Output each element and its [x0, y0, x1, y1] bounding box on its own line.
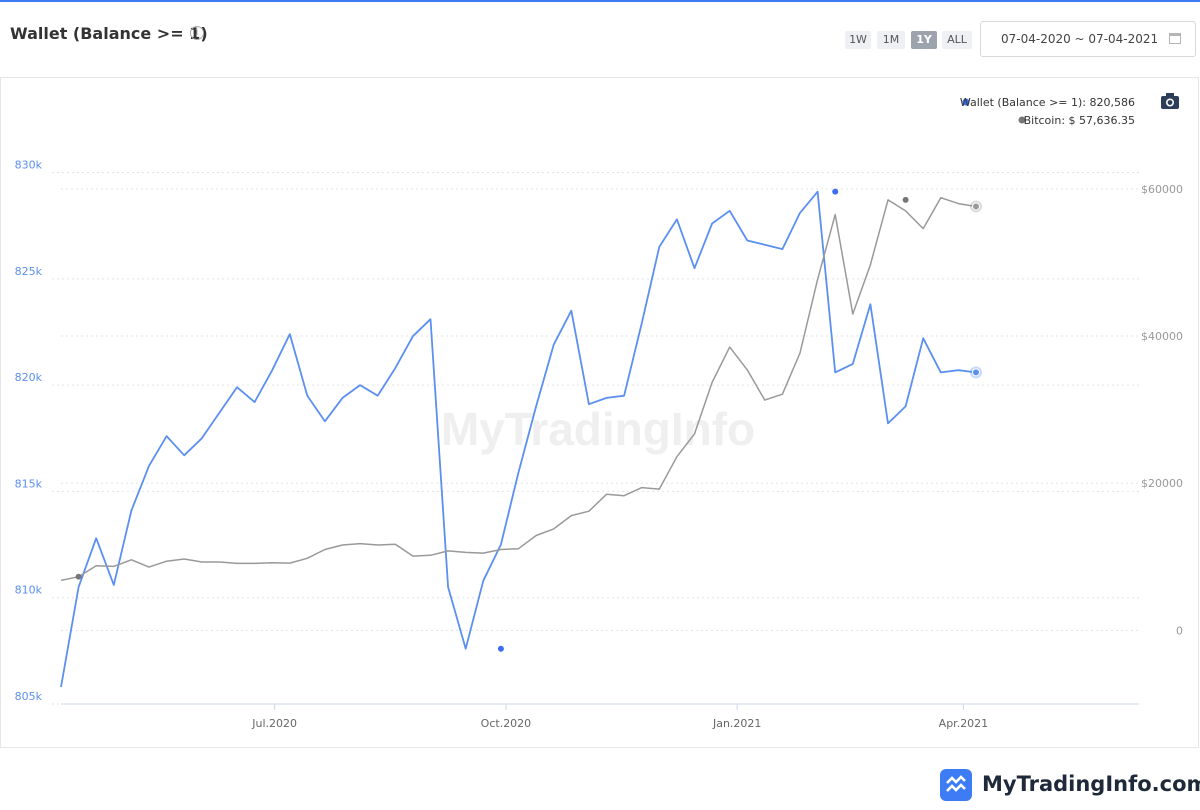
date-range-text: 07-04-2020 ~ 07-04-2021: [1001, 32, 1159, 46]
calendar-icon: [1169, 33, 1181, 44]
page-title: Wallet (Balance >= 1): [10, 24, 208, 43]
top-accent-line: [0, 0, 1200, 2]
y-left-tick-label: 830k: [15, 159, 43, 172]
y-right-tick-label: 0: [1176, 624, 1183, 637]
chart-legend: Wallet (Balance >= 1): 820,586 Bitcoin: $…: [960, 96, 1135, 127]
range-button-all[interactable]: ALL: [942, 31, 972, 49]
y-right-tick-label: $20000: [1141, 477, 1183, 490]
chart-series: [60, 188, 982, 688]
range-button-1w[interactable]: 1W: [845, 31, 871, 49]
camera-icon[interactable]: [1161, 93, 1179, 109]
x-tick-label: Apr.2021: [939, 717, 989, 730]
series-end-point: [972, 202, 980, 211]
highlight-point: [832, 188, 839, 195]
bitcoin-series-line: [60, 196, 977, 582]
date-range-picker[interactable]: 07-04-2020 ~ 07-04-2021: [980, 21, 1196, 57]
legend-label: Bitcoin: $ 57,636.35: [1024, 114, 1135, 127]
x-tick-label: Oct.2020: [481, 717, 532, 730]
legend-label: Wallet (Balance >= 1): 820,586: [960, 96, 1135, 109]
highlight-point: [902, 196, 909, 203]
highlight-point: [497, 645, 504, 652]
y-left-tick-label: 810k: [15, 584, 43, 597]
chart-watermark: MyTradingInfo: [441, 403, 755, 455]
chart-panel: [0, 77, 1199, 748]
y-left-tick-label: 805k: [15, 690, 43, 703]
legend-marker: [962, 98, 970, 106]
brand-name[interactable]: MyTradingInfo.com: [982, 772, 1200, 796]
y-left-tick-label: 815k: [15, 477, 43, 490]
chart-axes: 805k 810k 815k 820k 825k 830k 0 $20000 $40000 $60…: [15, 159, 1183, 730]
y-right-tick-label: $60000: [1141, 183, 1183, 196]
brand-logo-icon: [940, 769, 972, 801]
y-left-tick-label: 825k: [15, 265, 43, 278]
range-button-1y[interactable]: 1Y: [911, 31, 937, 49]
range-button-1m[interactable]: 1M: [877, 31, 905, 49]
highlight-point: [75, 573, 82, 580]
series-end-point: [972, 368, 980, 377]
wallet-series-line: [60, 190, 977, 688]
info-icon[interactable]: i: [190, 26, 204, 40]
y-left-tick-label: 820k: [15, 371, 43, 384]
x-tick-label: Jan.2021: [712, 717, 761, 730]
x-tick-label: Jul.2020: [251, 717, 297, 730]
legend-marker: [1018, 116, 1026, 124]
y-right-tick-label: $40000: [1141, 330, 1183, 343]
